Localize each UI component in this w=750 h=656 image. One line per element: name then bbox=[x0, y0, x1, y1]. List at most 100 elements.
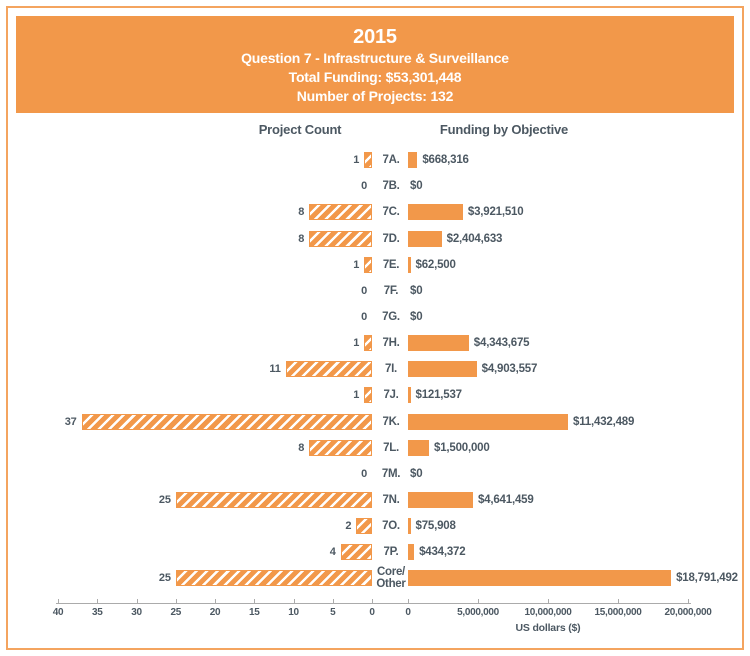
funding-value-label: $434,372 bbox=[419, 546, 466, 559]
axis-tick-mark bbox=[175, 599, 177, 603]
funding-bar bbox=[408, 335, 469, 352]
funding-value-label: $11,432,489 bbox=[573, 415, 635, 428]
project-count-label: 1 bbox=[353, 337, 360, 350]
axis-tick-mark bbox=[293, 599, 295, 603]
left-column-header: Project Count bbox=[258, 122, 342, 137]
funding-value-label: $62,500 bbox=[415, 258, 456, 271]
objective-label: 7K. bbox=[382, 415, 400, 428]
axis-tick-label: 0 bbox=[369, 607, 375, 618]
axis-tick-mark bbox=[548, 599, 549, 603]
axis-tick-label: 20,000,000 bbox=[664, 607, 712, 618]
funding-axis-title: US dollars ($) bbox=[515, 622, 581, 634]
axis-tick-mark bbox=[478, 599, 479, 603]
axis-tick-mark bbox=[215, 599, 216, 603]
project-count-label: 2 bbox=[345, 520, 352, 533]
axis-tick-mark bbox=[254, 599, 256, 603]
axis-tick-mark bbox=[58, 599, 59, 603]
project-count-bar bbox=[364, 387, 372, 404]
project-count-bar bbox=[81, 413, 372, 430]
project-count-label: 1 bbox=[353, 258, 360, 271]
funding-value-label: $4,343,675 bbox=[473, 337, 530, 350]
objective-label: 7H. bbox=[382, 337, 400, 350]
project-count-label: 37 bbox=[64, 415, 77, 428]
project-count-label: 4 bbox=[329, 546, 336, 559]
objective-label: 7E. bbox=[382, 258, 400, 271]
axis-tick-label: 30 bbox=[131, 607, 142, 618]
project-count-text: Number of Projects: 132 bbox=[296, 88, 454, 104]
funding-value-label: $0 bbox=[410, 467, 423, 480]
axis-tick-label: 5 bbox=[330, 607, 336, 618]
objective-label: 7L. bbox=[383, 441, 399, 454]
axis-tick-label: 35 bbox=[91, 607, 103, 618]
header-banner: 2015 Question 7 - Infrastructure & Surve… bbox=[16, 16, 734, 113]
project-count-label: 8 bbox=[298, 441, 305, 454]
project-count-bar bbox=[364, 152, 372, 169]
project-count-bar bbox=[309, 439, 372, 456]
funding-value-label: $3,921,510 bbox=[467, 206, 524, 219]
axis-tick-mark bbox=[97, 599, 99, 603]
axis-tick-label: 20 bbox=[209, 607, 221, 618]
right-column-header: Funding by Objective bbox=[439, 122, 569, 137]
funding-bar bbox=[408, 361, 477, 378]
objective-label: 7N. bbox=[382, 494, 400, 507]
total-funding-text: Total Funding: $53,301,448 bbox=[288, 69, 462, 85]
objective-label: 7G. bbox=[382, 310, 400, 323]
project-count-bar bbox=[285, 361, 372, 378]
objective-label: 7A. bbox=[382, 154, 400, 167]
funding-value-label: $4,903,557 bbox=[481, 363, 538, 376]
funding-bar bbox=[408, 204, 463, 221]
project-count-label: 0 bbox=[361, 284, 367, 297]
project-count-label: 1 bbox=[353, 154, 360, 167]
funding-bar bbox=[408, 230, 442, 247]
objective-label: 7B. bbox=[382, 180, 400, 193]
axis-tick-mark bbox=[688, 599, 689, 603]
funding-value-label: $0 bbox=[410, 180, 423, 193]
project-count-bar bbox=[340, 544, 372, 561]
year-title: 2015 bbox=[353, 26, 397, 48]
funding-value-label: $18,791,492 bbox=[676, 572, 738, 585]
project-count-bar bbox=[364, 335, 372, 352]
funding-bar bbox=[408, 439, 429, 456]
project-count-label: 25 bbox=[158, 572, 171, 585]
axis-tick-mark bbox=[408, 599, 409, 603]
funding-value-label: $2,404,633 bbox=[446, 232, 503, 245]
funding-value-label: $121,537 bbox=[415, 389, 463, 402]
axis-tick-label: 15,000,000 bbox=[594, 607, 642, 618]
objective-label: 7C. bbox=[382, 206, 400, 219]
objective-label: 7O. bbox=[382, 520, 400, 533]
project-count-label: 8 bbox=[298, 206, 305, 219]
axis-tick-label: 15 bbox=[248, 607, 260, 618]
funding-value-label: $1,500,000 bbox=[434, 441, 490, 454]
funding-value-label: $0 bbox=[410, 284, 423, 297]
project-count-label: 8 bbox=[298, 232, 305, 245]
project-count-bar bbox=[309, 204, 372, 221]
funding-value-label: $668,316 bbox=[422, 154, 469, 167]
objective-label: 7M. bbox=[381, 467, 401, 480]
objective-label: 7P. bbox=[383, 546, 399, 559]
project-count-label: 11 bbox=[269, 363, 281, 376]
objective-label: 7F. bbox=[383, 284, 399, 297]
funding-bar bbox=[408, 518, 411, 535]
axis-tick-label: 0 bbox=[405, 607, 411, 618]
project-count-bar bbox=[175, 492, 372, 509]
project-count-bar bbox=[175, 570, 372, 587]
axis-tick-label: 25 bbox=[170, 607, 182, 618]
objective-label: Core/ Other bbox=[376, 566, 406, 591]
project-count-bar bbox=[309, 230, 372, 247]
project-count-label: 1 bbox=[353, 389, 360, 402]
funding-bar bbox=[408, 152, 418, 169]
objective-label: 7D. bbox=[382, 232, 400, 245]
funding-bar bbox=[408, 492, 473, 509]
funding-value-label: $4,641,459 bbox=[477, 494, 534, 507]
axis-tick-label: 5,000,000 bbox=[457, 607, 499, 618]
axis-tick-mark bbox=[618, 599, 619, 603]
axis-tick-label: 10 bbox=[288, 607, 299, 618]
axis-tick-mark bbox=[136, 599, 138, 603]
project-count-label: 0 bbox=[361, 310, 367, 323]
axis-tick-label: 40 bbox=[52, 607, 64, 618]
project-count-label: 0 bbox=[361, 467, 367, 480]
axis-baseline bbox=[56, 603, 691, 604]
funding-bar bbox=[408, 544, 415, 561]
project-count-label: 25 bbox=[158, 494, 171, 507]
